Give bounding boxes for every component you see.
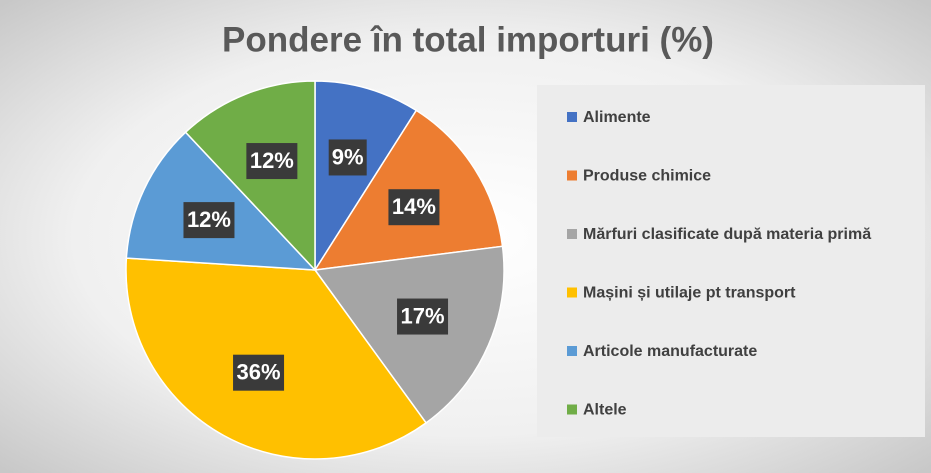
data-label: 36%: [237, 359, 281, 384]
chart-title: Pondere în total importuri (%): [222, 20, 714, 59]
legend-swatch: [567, 346, 577, 356]
data-label: 17%: [401, 303, 445, 328]
legend-label: Produse chimice: [583, 168, 711, 185]
legend-label: Articole manufacturate: [583, 343, 757, 360]
data-label-box: [233, 354, 285, 391]
legend-label: Alimente: [583, 109, 651, 126]
data-label: 12%: [250, 148, 294, 173]
data-label: 12%: [187, 207, 231, 232]
legend-swatch: [567, 404, 577, 415]
legend-label: Mărfuri clasificate după materia primă: [583, 226, 871, 243]
legend-label: Mașini și utilaje pt transport: [583, 285, 796, 302]
data-label: 9%: [332, 144, 364, 169]
data-label-box: [246, 143, 298, 180]
legend-box: [537, 85, 925, 437]
legend-swatch: [567, 287, 577, 298]
data-label-box: [388, 189, 440, 226]
legend-swatch: [567, 170, 577, 181]
legend-label: Altele: [583, 402, 627, 419]
legend-swatch: [567, 229, 577, 239]
data-label: 14%: [392, 194, 436, 219]
data-label-box: [183, 202, 235, 239]
pie-slice: [314, 80, 418, 273]
data-label-box: [328, 139, 367, 176]
pie-slice: [313, 245, 505, 424]
data-label-box: [397, 298, 449, 335]
legend-swatch: [567, 112, 577, 122]
pie-slice: [125, 131, 317, 271]
